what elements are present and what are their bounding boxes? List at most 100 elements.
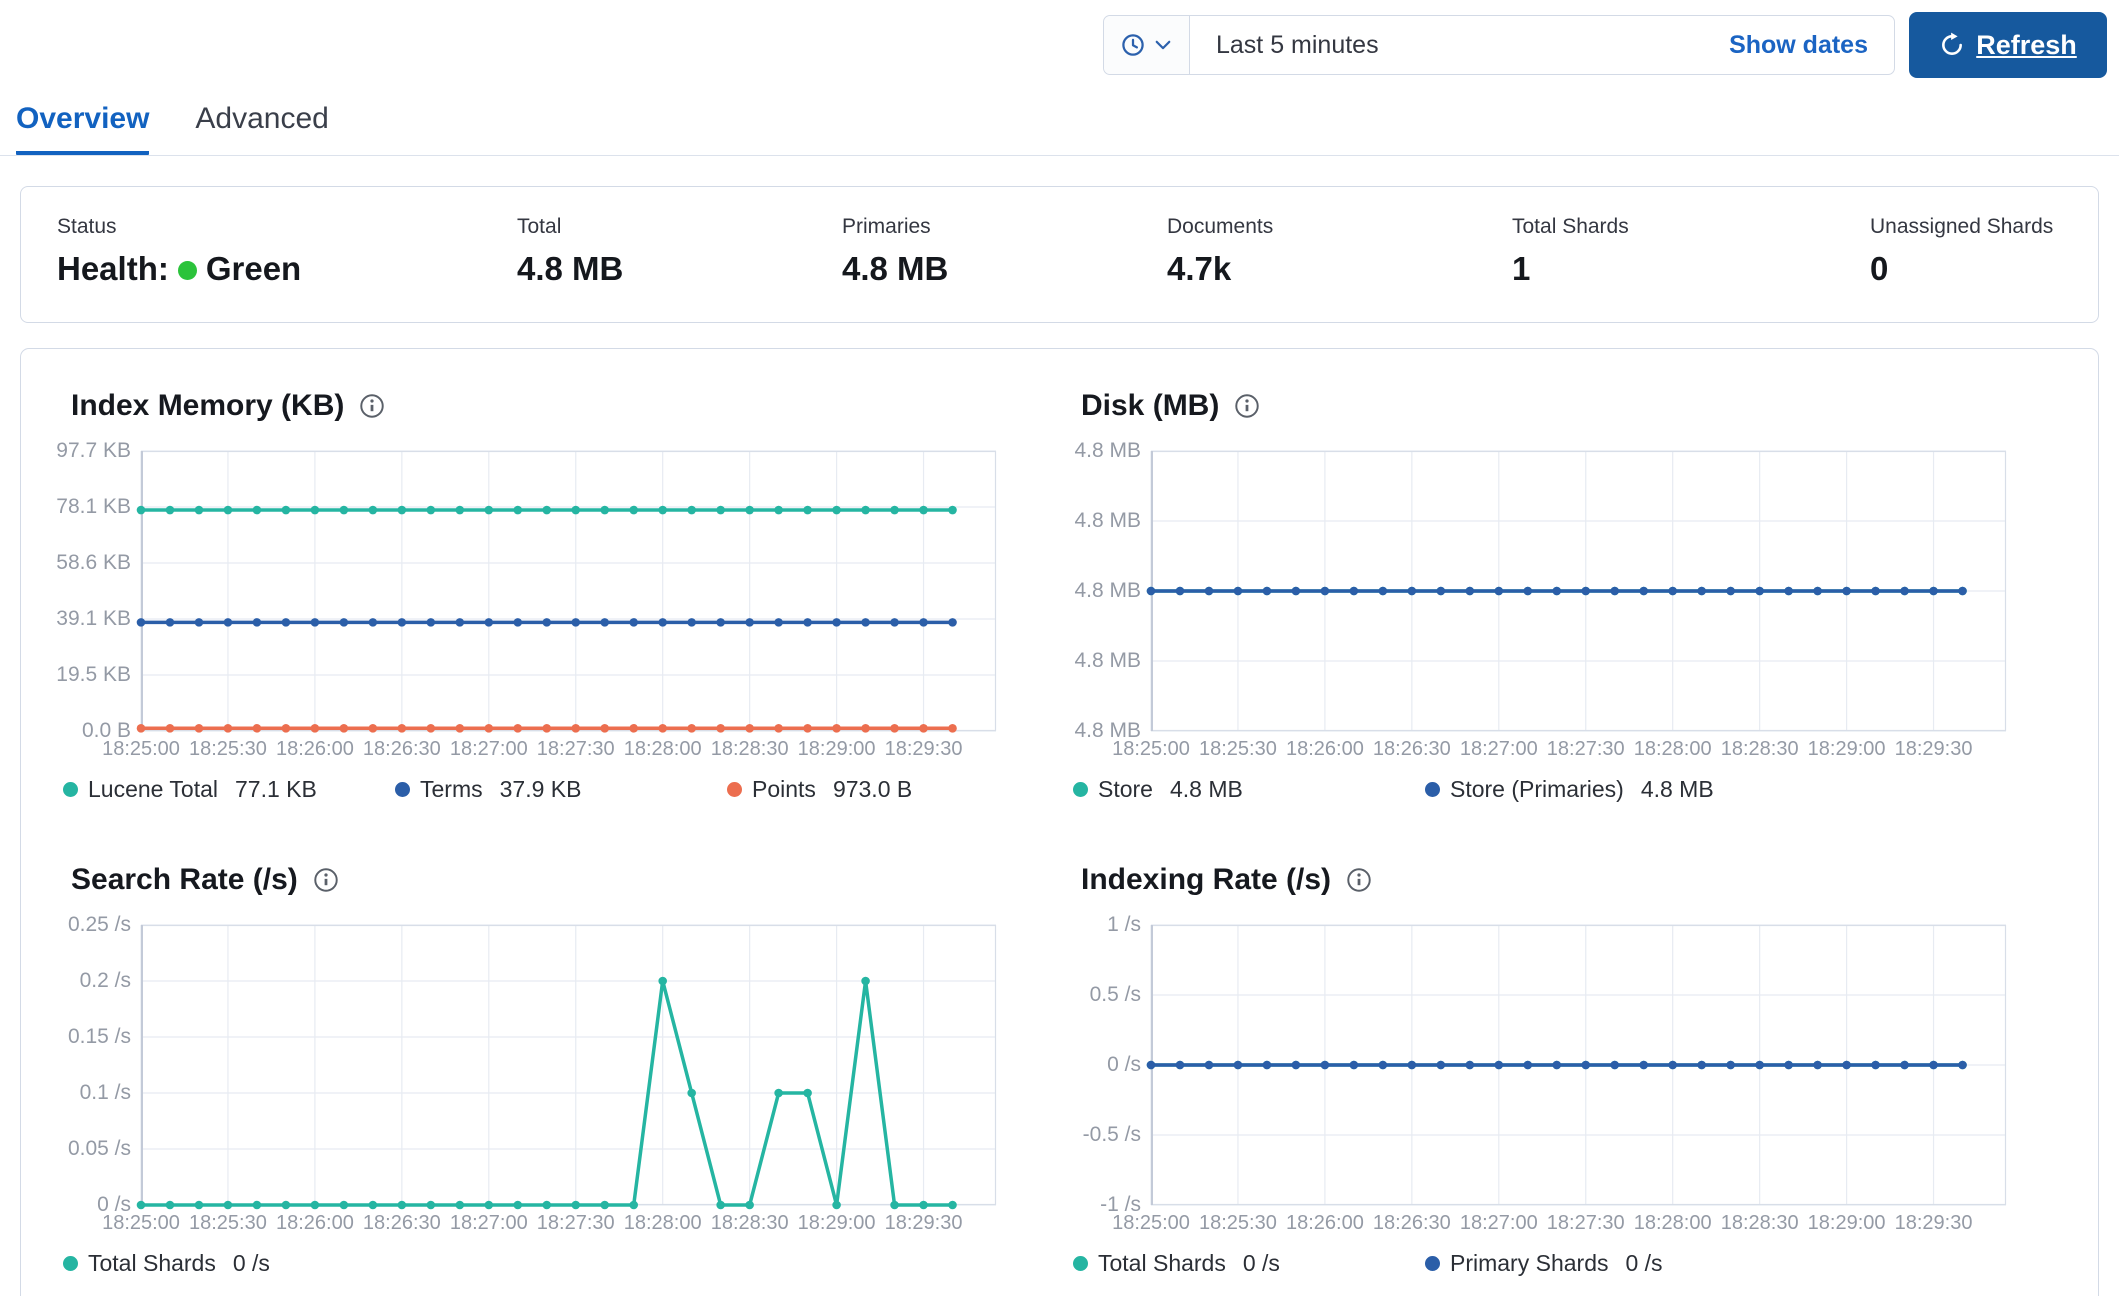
chart-search-rate: Search Rate (/s) 0.25 /s 0.2 /s 0.15 /s 0.1… xyxy=(49,863,1059,1277)
legend-dot-icon xyxy=(1073,782,1088,797)
x-axis-tick-label: 18:28:00 xyxy=(623,738,702,760)
y-axis-tick-label: 0 /s xyxy=(1107,1053,1141,1076)
x-axis-tick-label: 18:26:30 xyxy=(1372,738,1451,760)
data-point xyxy=(1465,586,1475,596)
legend-item[interactable]: Points 973.0 B xyxy=(727,776,1059,803)
data-point xyxy=(890,723,899,733)
charts-grid: Index Memory (KB) 97.7 KB 78.1 KB 58.6 KB 3… xyxy=(21,349,2098,1277)
tab-overview[interactable]: Overview xyxy=(16,102,150,155)
data-point xyxy=(194,723,204,733)
status-item-documents: Documents 4.7k xyxy=(1167,215,1512,288)
data-point xyxy=(861,723,870,733)
info-icon[interactable] xyxy=(1234,393,1260,419)
chart-indexing-rate: Indexing Rate (/s) 1 /s 0.5 /s 0 /s -0.5 /s… xyxy=(1059,863,2069,1277)
x-axis-tick-label: 18:28:00 xyxy=(623,1212,702,1234)
data-point xyxy=(1378,586,1388,596)
y-axis-tick-label: 0.2 /s xyxy=(79,969,131,992)
y-axis-tick-label: 0.15 /s xyxy=(67,1025,131,1048)
status-value: 0 xyxy=(1870,250,1889,287)
data-point xyxy=(1378,1060,1388,1070)
legend-item[interactable]: Terms 37.9 KB xyxy=(395,776,727,803)
show-dates-link[interactable]: Show dates xyxy=(1729,30,1868,59)
legend-item[interactable]: Store 4.8 MB xyxy=(1073,776,1425,803)
data-point xyxy=(1291,586,1301,596)
status-label: Status xyxy=(57,215,117,238)
data-point xyxy=(774,723,783,733)
legend-item[interactable]: Primary Shards 0 /s xyxy=(1425,1250,1777,1277)
legend-item[interactable]: Total Shards 0 /s xyxy=(1073,1250,1425,1277)
data-point xyxy=(310,618,320,627)
data-point xyxy=(774,618,783,627)
tab-advanced[interactable]: Advanced xyxy=(195,102,329,135)
x-axis-tick-label: 18:28:30 xyxy=(710,738,789,760)
legend-value: 37.9 KB xyxy=(499,776,582,802)
data-point xyxy=(803,505,812,515)
legend-value: 0 /s xyxy=(1625,1250,1663,1276)
health-prefix: Health: xyxy=(57,250,169,287)
data-point xyxy=(1958,1060,1967,1070)
x-axis-tick-label: 18:27:00 xyxy=(449,738,528,760)
chart-title: Search Rate (/s) xyxy=(71,863,298,896)
data-point xyxy=(1639,1060,1649,1070)
health-dot xyxy=(177,261,197,280)
y-axis-tick-label: 0.05 /s xyxy=(67,1137,131,1160)
y-axis-tick-label: 58.6 KB xyxy=(56,551,131,574)
data-point xyxy=(426,505,436,515)
chevron-down-icon xyxy=(1155,40,1170,50)
y-axis-tick-label: -0.5 /s xyxy=(1082,1123,1141,1146)
x-axis-tick-label: 18:25:00 xyxy=(1112,1212,1190,1234)
data-point xyxy=(1407,1060,1417,1070)
data-point xyxy=(1581,1060,1591,1070)
time-range-value[interactable]: Last 5 minutes xyxy=(1216,30,1379,59)
y-axis-tick-label: 0 /s xyxy=(97,1193,131,1216)
data-point xyxy=(803,723,812,733)
legend-label: Points xyxy=(752,776,816,802)
data-point xyxy=(1958,586,1967,596)
data-point xyxy=(1871,586,1880,596)
data-point xyxy=(687,505,696,515)
status-label: Total Shards xyxy=(1512,215,1629,238)
legend-item[interactable]: Store (Primaries) 4.8 MB xyxy=(1425,776,1777,803)
data-point xyxy=(455,723,465,733)
status-item-total-shards: Total Shards 1 xyxy=(1512,215,1870,288)
data-point xyxy=(1900,586,1909,596)
data-point xyxy=(1204,586,1214,596)
data-point xyxy=(397,723,407,733)
legend-item[interactable]: Total Shards 0 /s xyxy=(63,1250,415,1277)
info-icon[interactable] xyxy=(1346,867,1372,893)
data-point xyxy=(745,1200,754,1210)
legend-dot-icon xyxy=(63,1256,78,1271)
tab-bar: Overview Advanced xyxy=(0,78,2119,156)
quick-select-button[interactable] xyxy=(1104,16,1190,74)
chart-title: Indexing Rate (/s) xyxy=(1081,863,1332,896)
legend-dot-icon xyxy=(1425,1256,1440,1271)
x-axis-tick-label: 18:25:30 xyxy=(1199,738,1277,760)
legend-value: 4.8 MB xyxy=(1169,776,1243,802)
data-point xyxy=(571,505,581,515)
x-axis: 18:25:00 18:25:30 18:26:00 18:26:30 18:27:00… xyxy=(1112,736,2006,766)
chart-legend: Lucene Total 77.1 KB Terms 37.9 KB Points 973… xyxy=(63,776,1059,803)
data-point xyxy=(803,1088,812,1098)
x-axis-tick-label: 18:27:30 xyxy=(536,738,615,760)
chart-title: Disk (MB) xyxy=(1081,389,1220,422)
data-point xyxy=(600,1200,610,1210)
refresh-button[interactable]: Refresh xyxy=(1909,12,2107,78)
info-icon[interactable] xyxy=(313,867,339,893)
x-axis: 18:25:00 18:25:30 18:26:00 18:26:30 18:27:00… xyxy=(102,736,996,766)
data-point xyxy=(687,723,696,733)
y-axis-tick-label: 39.1 KB xyxy=(56,607,131,630)
legend-item[interactable]: Lucene Total 77.1 KB xyxy=(63,776,395,803)
data-point xyxy=(890,1200,899,1210)
data-point xyxy=(687,1088,696,1098)
time-picker[interactable]: Last 5 minutes Show dates xyxy=(1103,15,1895,75)
chart-legend: Total Shards 0 /s xyxy=(63,1250,1059,1277)
data-point xyxy=(281,1200,291,1210)
x-axis-tick-label: 18:27:30 xyxy=(536,1212,615,1234)
legend-dot-icon xyxy=(727,782,742,797)
data-point xyxy=(1813,586,1822,596)
legend-dot-icon xyxy=(1073,1256,1088,1271)
legend-dot-icon xyxy=(395,782,410,797)
data-point xyxy=(745,618,754,627)
info-icon[interactable] xyxy=(359,393,385,419)
data-point xyxy=(803,618,812,627)
